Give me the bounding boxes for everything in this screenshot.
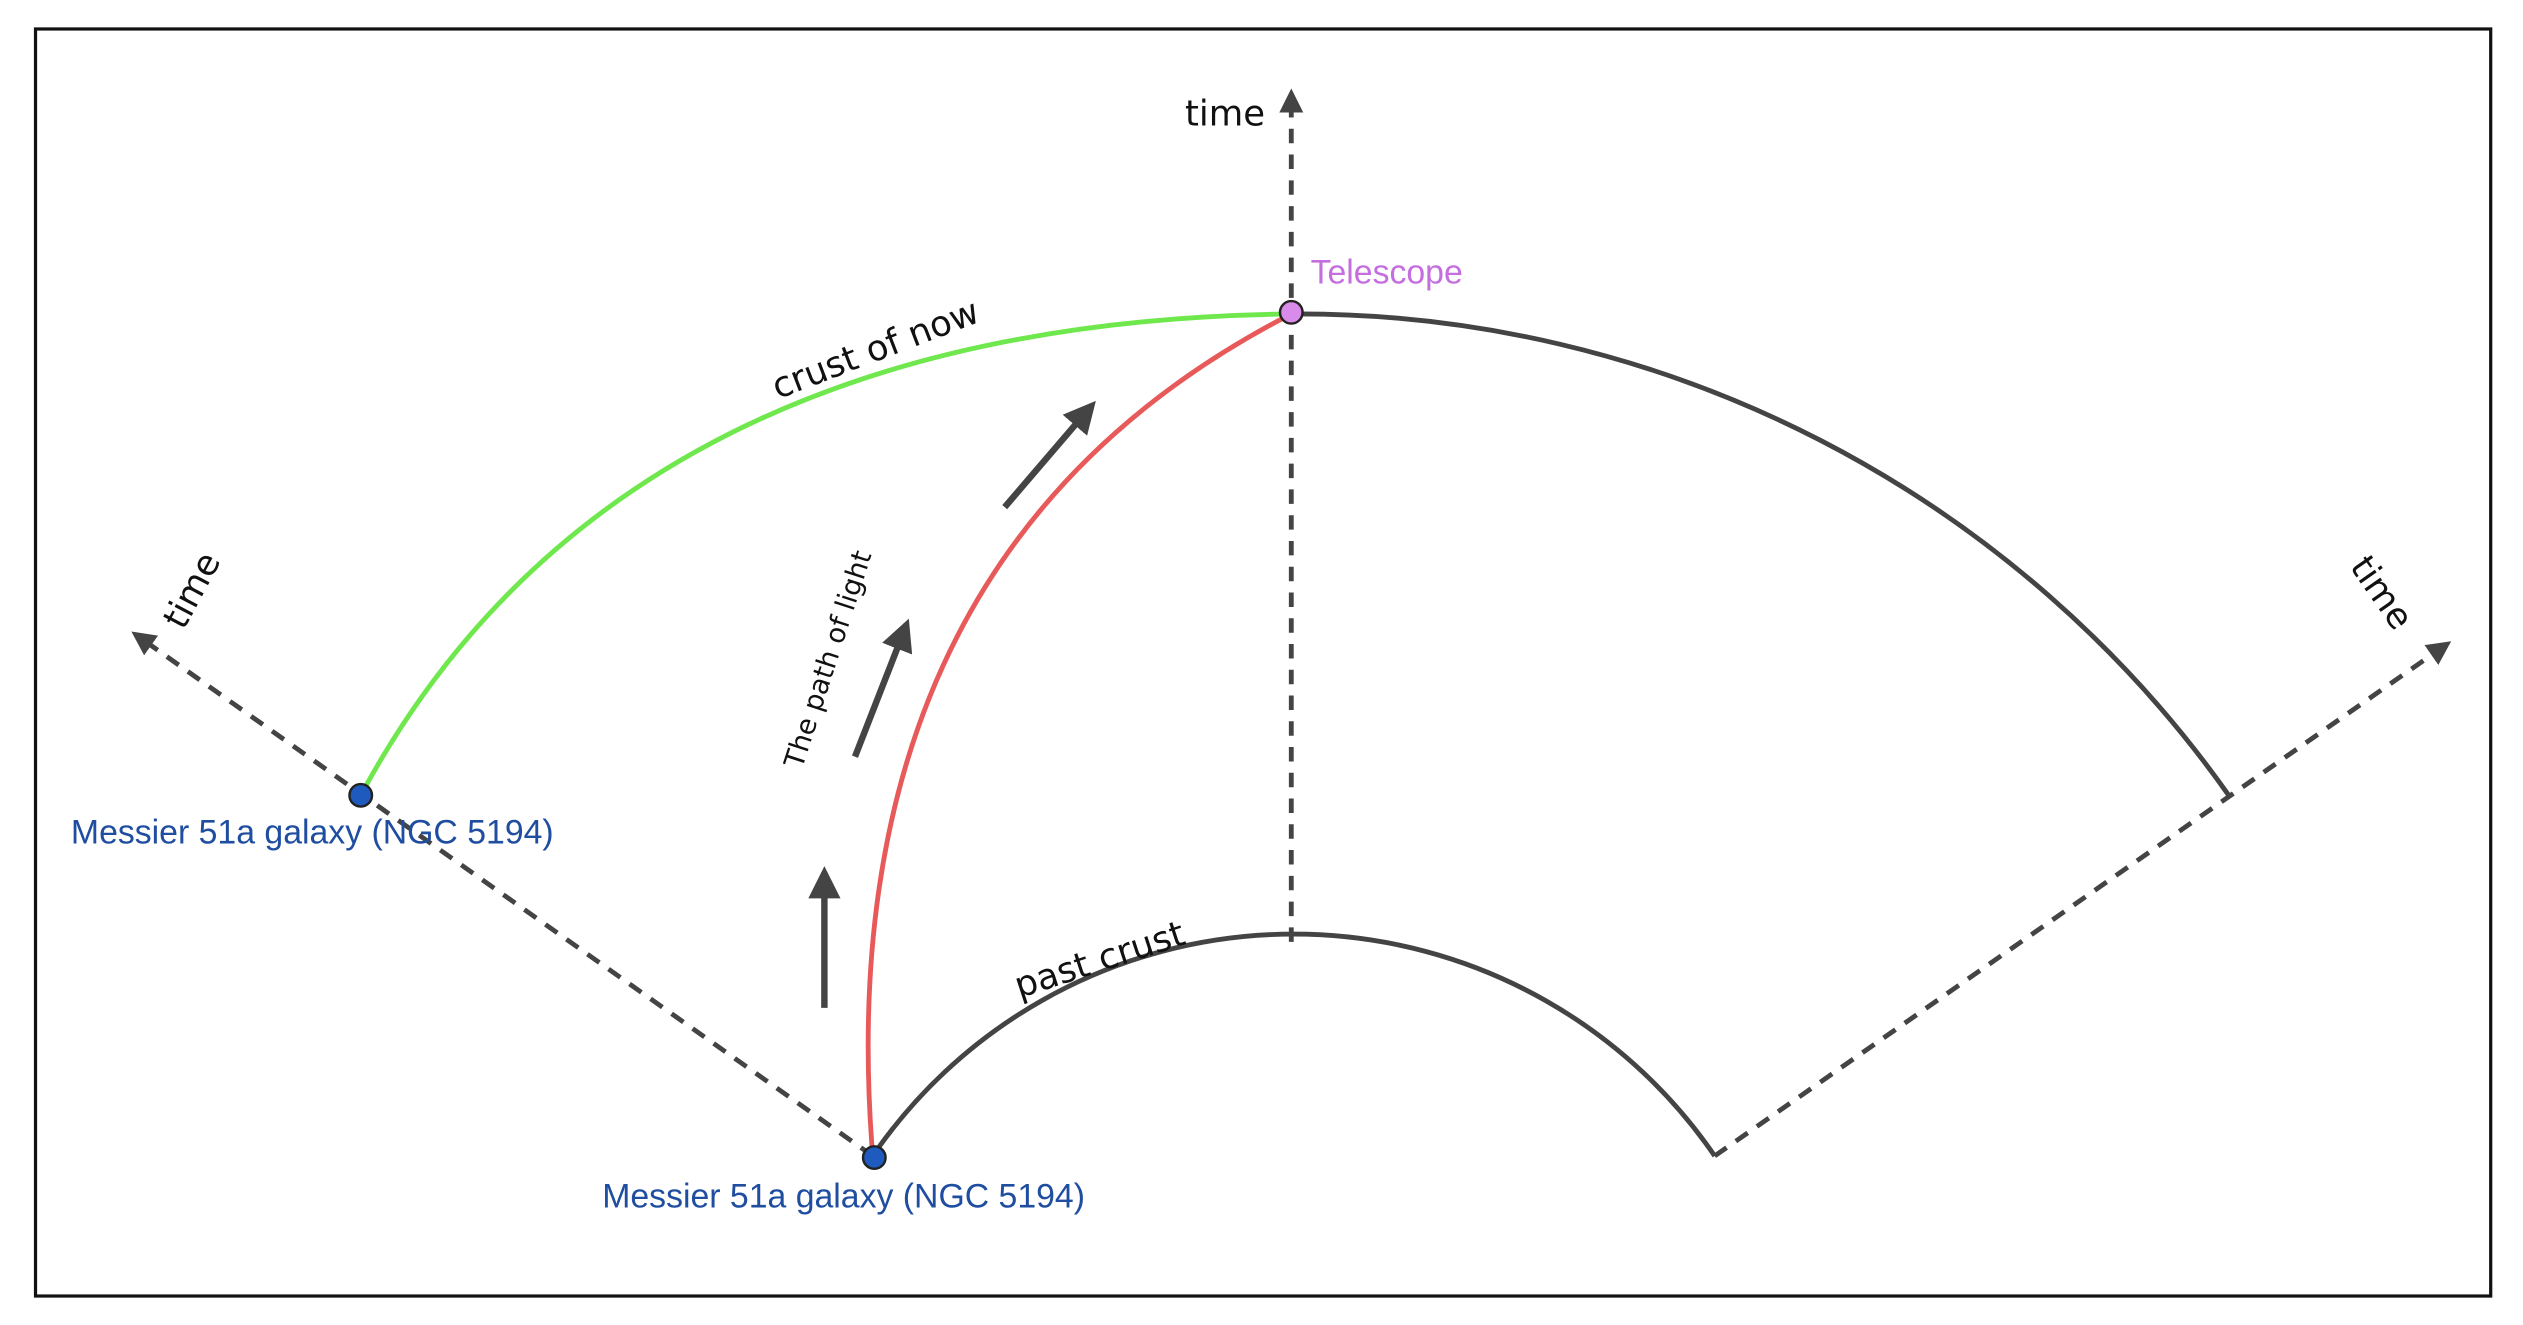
- galaxy-label: Messier 51a galaxy (NGC 5194): [602, 1177, 1085, 1215]
- time-axis-right: [1713, 641, 2452, 1158]
- telescope-point: [1278, 299, 1304, 325]
- crust-of-now-arc: [358, 311, 1292, 797]
- galaxy-point: [348, 782, 374, 808]
- light-arrow: [851, 618, 913, 758]
- light-arrow: [1002, 400, 1096, 510]
- telescope-label: Telescope: [1311, 253, 1463, 291]
- galaxy-point: [861, 1145, 887, 1171]
- time-axis-left: [131, 631, 875, 1158]
- past-crust-arc: [870, 931, 1717, 1158]
- light-path: [865, 311, 1293, 1157]
- galaxy-label: Messier 51a galaxy (NGC 5194): [71, 814, 554, 852]
- time-label: time: [1185, 94, 1265, 135]
- frame: [33, 27, 2493, 1298]
- now-crust-arc: [1291, 311, 2232, 799]
